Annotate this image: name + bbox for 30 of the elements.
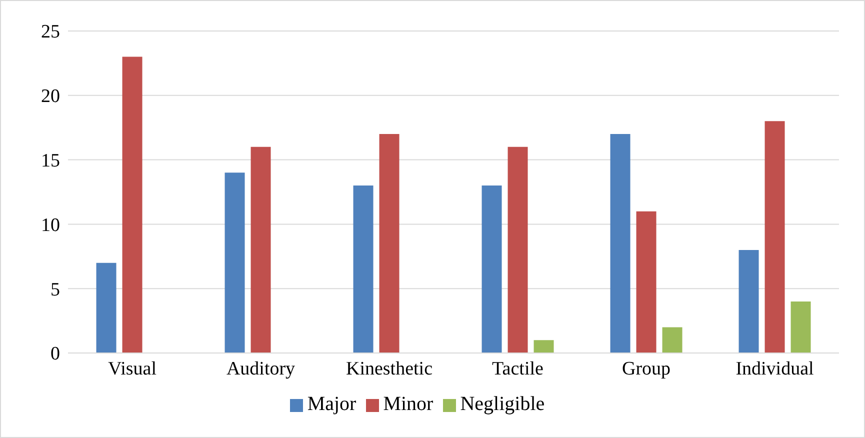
x-tick-label: Individual [736, 358, 814, 380]
legend-label: Minor [383, 393, 434, 415]
bar [610, 134, 630, 353]
bar [250, 146, 271, 353]
y-tick-label: 25 [41, 22, 60, 43]
x-tick-label: Visual [108, 358, 156, 380]
bar [379, 134, 400, 353]
y-tick-label: 20 [41, 86, 60, 108]
x-tick-label: Kinesthetic [346, 358, 433, 380]
y-tick-label: 10 [41, 214, 60, 236]
legend-label: Negligible [460, 393, 545, 415]
bar [353, 186, 374, 353]
bar [764, 121, 785, 353]
x-tick-label: Group [622, 358, 671, 380]
bar [534, 340, 554, 353]
bar [508, 146, 528, 353]
bar [662, 327, 682, 353]
bar [790, 301, 811, 353]
bar [122, 56, 142, 353]
bar [636, 211, 656, 353]
bar [482, 186, 502, 353]
legend-label: Major [307, 393, 356, 415]
x-tick-label: Tactile [492, 358, 544, 380]
x-tick-label: Auditory [226, 358, 296, 380]
bar [96, 262, 116, 353]
bar [738, 250, 759, 353]
y-tick-label: 0 [50, 344, 60, 365]
y-tick-label: 15 [41, 150, 60, 172]
bar [224, 172, 245, 353]
y-tick-label: 5 [50, 279, 60, 300]
